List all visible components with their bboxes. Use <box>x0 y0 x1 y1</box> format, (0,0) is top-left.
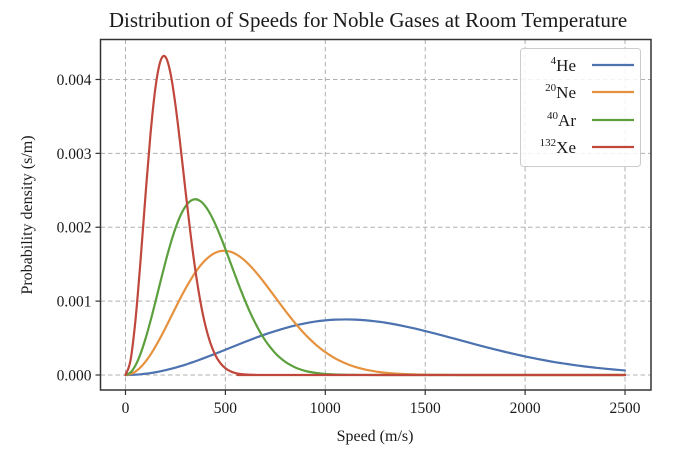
legend-mass-number: 20 <box>545 82 557 94</box>
y-tick-label: 0.003 <box>57 146 92 163</box>
legend-label: 40Ar <box>547 110 576 130</box>
plot-frame <box>99 38 652 391</box>
series-line-ne <box>124 249 627 377</box>
legend-item-ne: 20Ne <box>545 82 634 102</box>
legend-box <box>520 48 641 167</box>
legend-element-symbol: Xe <box>556 138 576 157</box>
legend-element-symbol: Ar <box>558 111 576 130</box>
legend-element-symbol: He <box>556 56 576 75</box>
x-tick-label: 1500 <box>410 400 441 417</box>
x-tick-label: 0 <box>122 400 130 417</box>
legend-item-he: 4He <box>551 55 634 75</box>
legend-item-ar: 40Ar <box>547 110 634 130</box>
legend-element-symbol: Ne <box>556 83 576 102</box>
x-tick-label: 2500 <box>610 400 641 417</box>
x-tick-label: 500 <box>214 400 238 417</box>
y-tick-label: 0.002 <box>57 220 92 237</box>
y-axis-label: Probability density (s/m) <box>19 135 36 294</box>
legend-mass-number: 132 <box>540 137 557 149</box>
legend-mass-number: 40 <box>547 110 559 122</box>
legend-mass-number: 4 <box>551 55 557 67</box>
y-tick-label: 0.004 <box>57 72 92 89</box>
legend-label: 132Xe <box>540 137 576 157</box>
legend-label: 20Ne <box>545 82 576 102</box>
x-axis-label: Speed (m/s) <box>337 428 414 445</box>
series-line-he <box>124 318 627 377</box>
chart-title: Distribution of Speeds for Noble Gases a… <box>109 8 627 32</box>
legend-label: 4He <box>551 55 576 75</box>
y-tick-label: 0.001 <box>57 294 92 311</box>
x-tick-label: 2000 <box>510 400 541 417</box>
y-axis-ticks: 0.000 0.001 0.002 0.003 0.004 <box>57 72 101 385</box>
x-axis-ticks: 0 500 1000 1500 2000 2500 <box>122 390 641 417</box>
legend-item-xe: 132Xe <box>540 137 634 157</box>
series-line-ar <box>124 198 627 377</box>
x-tick-label: 1000 <box>310 400 341 417</box>
y-tick-label: 0.000 <box>57 368 92 385</box>
series-line-xe <box>124 54 627 377</box>
series-lines <box>124 54 627 377</box>
